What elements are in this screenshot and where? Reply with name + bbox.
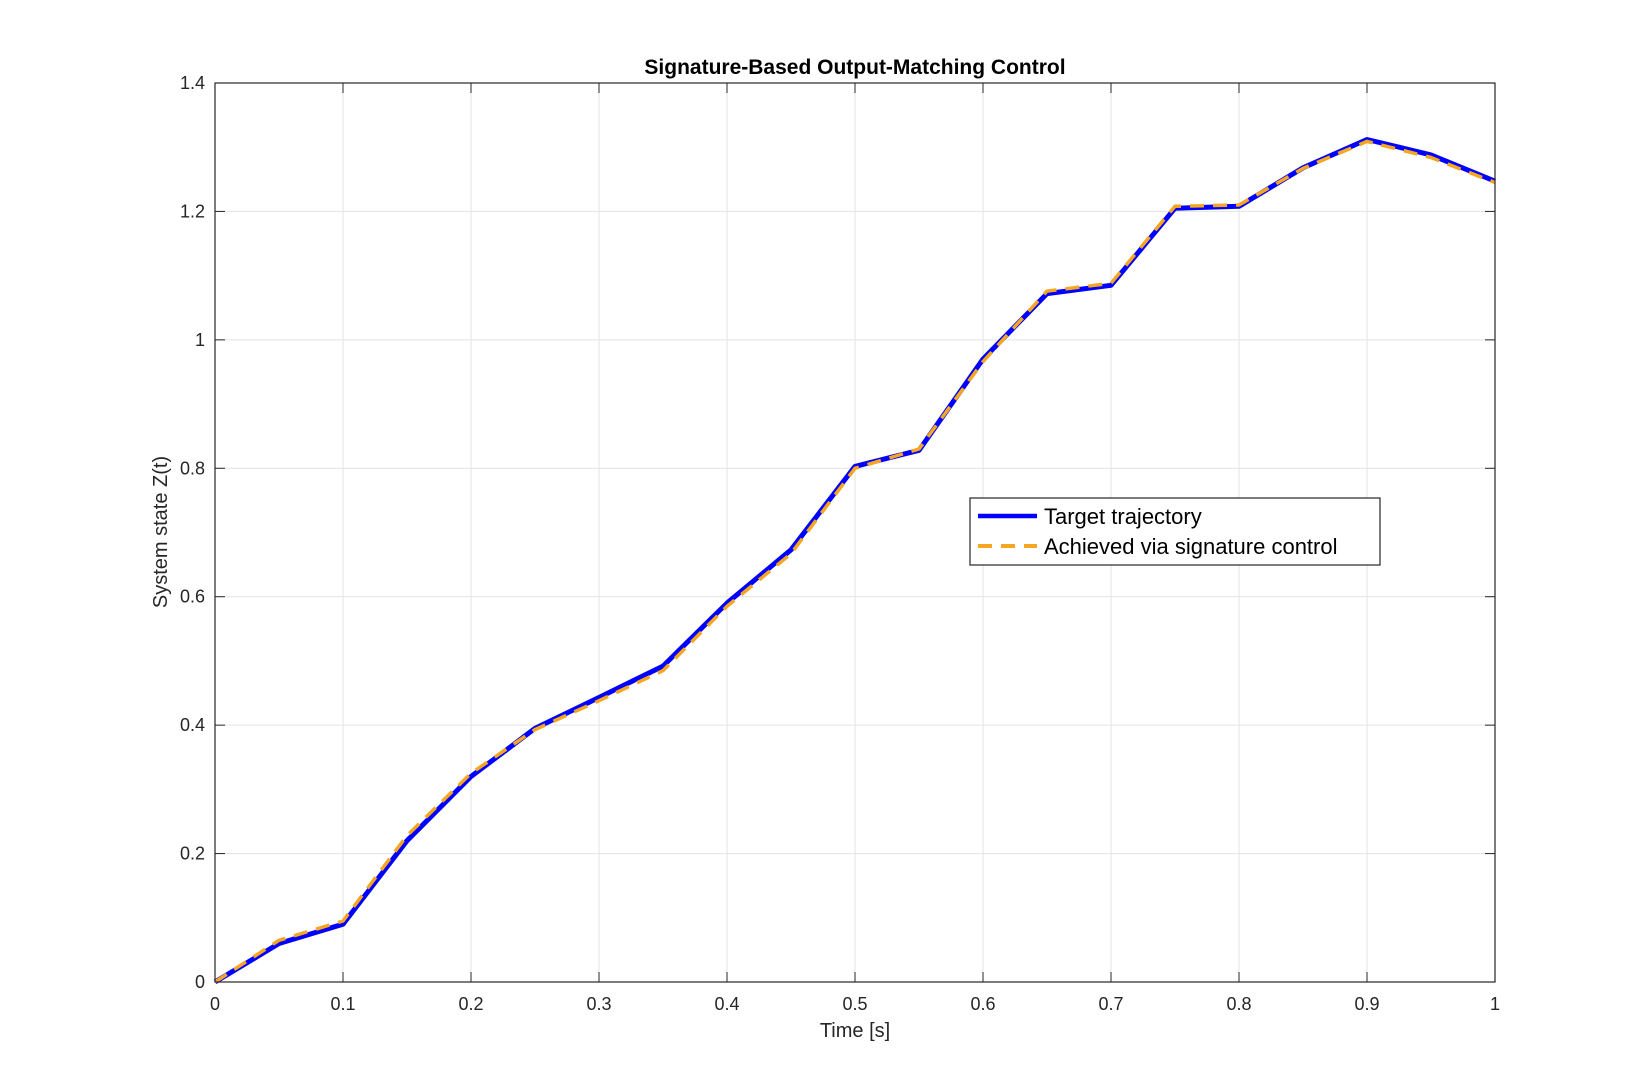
- chart-title: Signature-Based Output-Matching Control: [644, 56, 1065, 79]
- x-tick-label: 0.7: [1098, 994, 1123, 1014]
- y-tick-label: 1: [195, 330, 205, 350]
- legend-label-achieved: Achieved via signature control: [1044, 534, 1338, 559]
- x-tick-label: 0.3: [586, 994, 611, 1014]
- axis-ticks: [214, 82, 1496, 983]
- y-tick-label: 0.8: [180, 458, 205, 478]
- x-tick-label: 0.1: [330, 994, 355, 1014]
- legend: Target trajectory Achieved via signature…: [969, 497, 1381, 566]
- x-tick-label: 0.8: [1226, 994, 1251, 1014]
- x-tick-label: 0.2: [458, 994, 483, 1014]
- x-tick-label: 0.5: [842, 994, 867, 1014]
- legend-box: [969, 497, 1381, 566]
- y-tick-label: 0: [195, 972, 205, 992]
- x-tick-label: 0: [210, 994, 220, 1014]
- x-tick-label: 0.6: [970, 994, 995, 1014]
- y-tick-label: 0.4: [180, 715, 205, 735]
- y-tick-label: 0.6: [180, 587, 205, 607]
- data-series: [213, 137, 1496, 985]
- x-tick-label: 0.4: [714, 994, 739, 1014]
- x-tick-label: 0.9: [1354, 994, 1379, 1014]
- y-tick-label: 1.2: [180, 201, 205, 221]
- y-tick-label: 1.4: [180, 73, 205, 93]
- x-axis-label: Time [s]: [820, 1020, 890, 1042]
- y-tick-labels: 0 0.2 0.4 0.6 0.8 1 1.2 1.4: [180, 73, 205, 992]
- y-axis-label: System state Z(t): [150, 456, 172, 608]
- series-line-achieved-signature-control: [214, 139, 1496, 984]
- legend-label-target-trajectory: Target trajectory: [1044, 504, 1202, 529]
- x-tick-label: 1: [1490, 994, 1500, 1014]
- x-tick-labels: 0 0.1 0.2 0.3 0.4 0.5 0.6 0.7 0.8 0.9 1: [210, 994, 1500, 1014]
- y-tick-label: 0.2: [180, 844, 205, 864]
